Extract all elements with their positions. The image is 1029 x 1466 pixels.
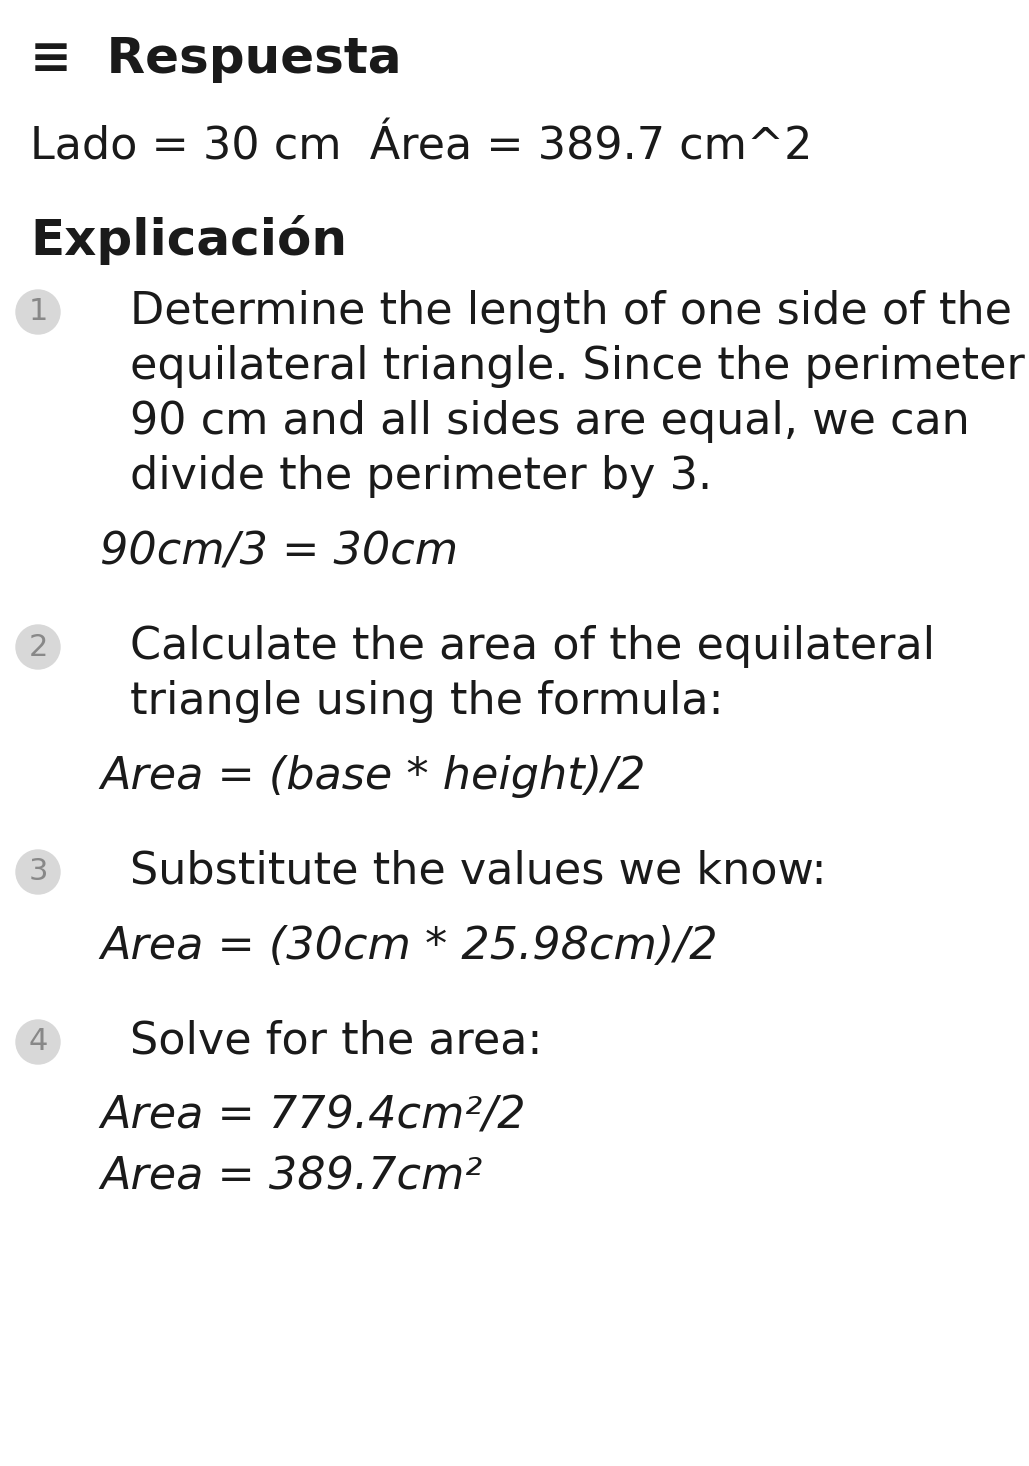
Circle shape (16, 1020, 60, 1064)
Text: triangle using the formula:: triangle using the formula: (130, 680, 723, 723)
Text: 1: 1 (29, 298, 47, 327)
Text: 2: 2 (29, 632, 47, 661)
Text: Substitute the values we know:: Substitute the values we know: (130, 850, 826, 893)
Text: Area = 389.7cm²: Area = 389.7cm² (100, 1155, 483, 1198)
Text: Calculate the area of the equilateral: Calculate the area of the equilateral (130, 625, 935, 668)
Text: Area = (base * height)/2: Area = (base * height)/2 (100, 755, 645, 798)
Text: Explicación: Explicación (30, 216, 347, 265)
Text: Area = 779.4cm²/2: Area = 779.4cm²/2 (100, 1095, 526, 1138)
Text: Determine the length of one side of the: Determine the length of one side of the (130, 290, 1012, 333)
Text: Solve for the area:: Solve for the area: (130, 1020, 542, 1063)
Text: ≡  Respuesta: ≡ Respuesta (30, 35, 401, 84)
Text: divide the perimeter by 3.: divide the perimeter by 3. (130, 454, 712, 498)
Circle shape (16, 625, 60, 668)
Text: 90cm/3 = 30cm: 90cm/3 = 30cm (100, 531, 458, 573)
Circle shape (16, 850, 60, 894)
Text: Lado = 30 cm  Área = 389.7 cm^2: Lado = 30 cm Área = 389.7 cm^2 (30, 125, 813, 169)
Text: 4: 4 (29, 1028, 47, 1057)
Text: 90 cm and all sides are equal, we can: 90 cm and all sides are equal, we can (130, 400, 969, 443)
Circle shape (16, 290, 60, 334)
Text: Area = (30cm * 25.98cm)/2: Area = (30cm * 25.98cm)/2 (100, 925, 717, 968)
Text: 3: 3 (28, 858, 47, 887)
Text: equilateral triangle. Since the perimeter is: equilateral triangle. Since the perimete… (130, 345, 1029, 388)
